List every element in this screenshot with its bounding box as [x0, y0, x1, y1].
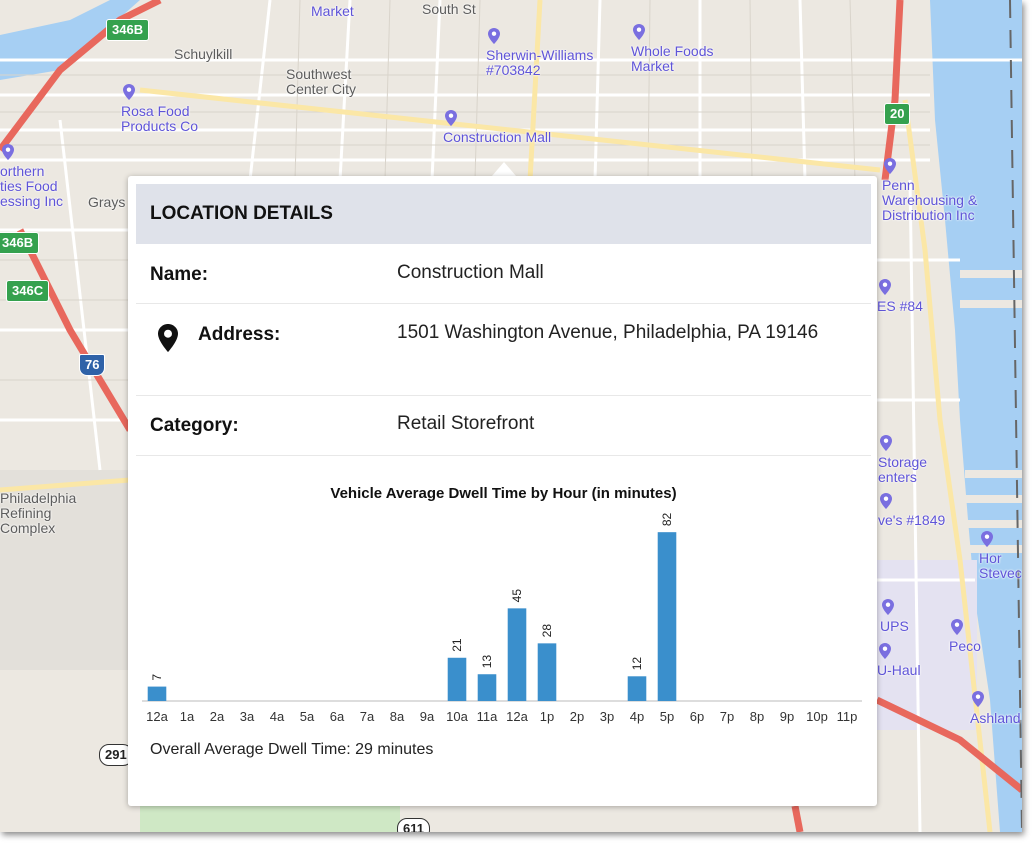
poi-pin-icon[interactable]: [972, 691, 984, 707]
dwell-time-chart-svg: Vehicle Average Dwell Time by Hour (in m…: [142, 485, 862, 724]
map-poi-label[interactable]: Rosa Food Products Co: [121, 103, 199, 134]
category-row: Category: Retail Storefront: [136, 396, 871, 456]
name-value: Construction Mall: [397, 262, 544, 283]
chart-tick-label: 8p: [750, 709, 764, 724]
chart-tick-label: 5p: [660, 709, 674, 724]
chart-tick-label: 12a: [146, 709, 168, 724]
poi-pin-icon[interactable]: [880, 435, 892, 451]
map-place-label: Philadelphia Refining Complex: [0, 490, 77, 536]
chart-tick-label: 6a: [330, 709, 345, 724]
chart-bar: [537, 643, 557, 701]
map-poi-label[interactable]: Ashland: [970, 710, 1021, 726]
chart-bar: [447, 657, 467, 701]
map-poi-label[interactable]: Storage enters: [878, 454, 928, 485]
chart-bar: [507, 608, 527, 701]
poi-pin-icon[interactable]: [884, 158, 896, 174]
chart-data-label: 28: [540, 624, 554, 638]
chart-tick-label: 10a: [446, 709, 468, 724]
popup-title: LOCATION DETAILS: [136, 184, 871, 244]
poi-pin-icon[interactable]: [123, 84, 135, 100]
map-marker-icon: [158, 324, 178, 352]
map-place-label: Southwest Center City: [286, 66, 357, 97]
map-poi-label[interactable]: Peco: [949, 638, 981, 654]
map-poi-label[interactable]: orthern ties Food essing Inc: [0, 163, 64, 209]
chart-tick-label: 12a: [506, 709, 528, 724]
chart-tick-label: 11p: [837, 709, 858, 724]
chart-tick-label: 9a: [420, 709, 435, 724]
chart-title: Vehicle Average Dwell Time by Hour (in m…: [330, 485, 676, 502]
map-place-label: Grays: [88, 194, 126, 210]
dwell-time-chart: Vehicle Average Dwell Time by Hour (in m…: [136, 468, 871, 768]
poi-pin-icon[interactable]: [633, 24, 645, 40]
map-place-label: Schuylkill: [174, 46, 233, 62]
address-label: Address:: [198, 324, 281, 345]
poi-pin-icon[interactable]: [882, 599, 894, 615]
highway-shield: 346B: [106, 19, 150, 41]
chart-bar: [147, 686, 167, 701]
chart-tick-label: 2a: [210, 709, 225, 724]
address-row: Address: 1501 Washington Avenue, Philade…: [136, 304, 871, 396]
chart-data-label: 13: [480, 655, 494, 669]
name-row: Name: Construction Mall: [136, 244, 871, 304]
map-poi-label[interactable]: Market: [311, 3, 354, 19]
chart-tick-label: 7a: [360, 709, 375, 724]
poi-pin-icon[interactable]: [951, 619, 963, 635]
map-poi-label[interactable]: Hor Stevec: [979, 550, 1022, 581]
popup-pointer: [492, 162, 516, 176]
map-poi-label[interactable]: Penn Warehousing & Distribution Inc: [882, 177, 978, 223]
chart-data-label: 7: [150, 674, 164, 681]
chart-bar: [477, 674, 497, 701]
address-value: 1501 Washington Avenue, Philadelphia, PA…: [397, 322, 819, 343]
poi-pin-icon[interactable]: [981, 531, 993, 547]
map-poi-label[interactable]: ve's #1849: [878, 512, 946, 528]
chart-tick-label: 4p: [630, 709, 644, 724]
chart-data-label: 82: [660, 513, 674, 527]
map-poi-label[interactable]: UPS: [880, 618, 909, 634]
map-poi-label[interactable]: Sherwin-Williams #703842: [486, 47, 594, 78]
highway-shield: 346C: [6, 280, 50, 302]
map-place-label: South St: [422, 1, 476, 17]
map-base-layer: [0, 0, 1022, 832]
chart-tick-label: 1a: [180, 709, 195, 724]
map-poi-label[interactable]: Construction Mall: [443, 129, 552, 145]
category-value: Retail Storefront: [397, 413, 535, 434]
name-label: Name:: [150, 264, 209, 285]
highway-shield: 76: [79, 354, 106, 376]
poi-pin-icon[interactable]: [879, 643, 891, 659]
chart-tick-label: 9p: [780, 709, 794, 724]
chart-tick-label: 2p: [570, 709, 584, 724]
chart-tick-label: 1p: [540, 709, 554, 724]
chart-tick-label: 4a: [270, 709, 285, 724]
highway-shield: 611: [397, 818, 430, 832]
poi-pin-icon[interactable]: [879, 279, 891, 295]
chart-tick-label: 6p: [690, 709, 704, 724]
chart-data-label: 45: [510, 589, 524, 603]
highway-shield: 20: [884, 103, 911, 125]
chart-tick-label: 5a: [300, 709, 315, 724]
map-poi-label[interactable]: Whole Foods Market: [631, 43, 714, 74]
category-label: Category:: [150, 415, 239, 436]
chart-tick-label: 11a: [477, 709, 498, 724]
poi-pin-icon[interactable]: [488, 28, 500, 44]
overall-average-note: Overall Average Dwell Time: 29 minutes: [150, 741, 434, 758]
chart-tick-label: 3p: [600, 709, 614, 724]
poi-pin-icon[interactable]: [880, 493, 892, 509]
location-details-popup: LOCATION DETAILS Name: Construction Mall…: [128, 176, 877, 806]
map-poi-label[interactable]: ES #84: [877, 298, 923, 314]
poi-pin-icon[interactable]: [445, 110, 457, 126]
chart-tick-label: 10p: [806, 709, 828, 724]
chart-bar: [627, 676, 647, 701]
highway-shield: 346B: [0, 232, 40, 254]
chart-tick-label: 3a: [240, 709, 255, 724]
poi-pin-icon[interactable]: [2, 144, 14, 160]
chart-data-label: 21: [450, 638, 464, 652]
chart-tick-label: 8a: [390, 709, 405, 724]
chart-bar: [657, 532, 677, 701]
chart-data-label: 12: [630, 657, 644, 671]
chart-tick-label: 7p: [720, 709, 734, 724]
map-poi-label[interactable]: U-Haul: [877, 662, 921, 678]
